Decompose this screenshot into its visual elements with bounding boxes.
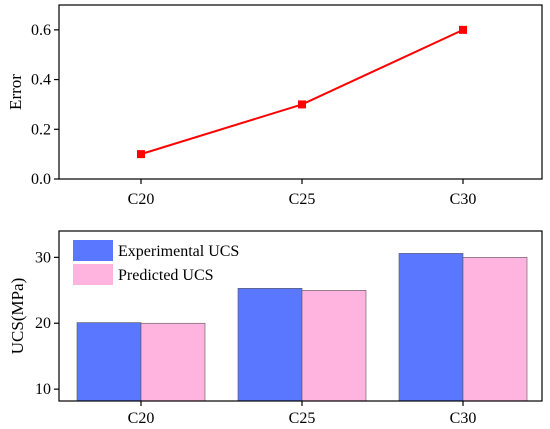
top-x-tick-label: C25 [289, 191, 316, 208]
top-plot-frame [58, 4, 543, 180]
bottom-y-tick-label: 30 [35, 249, 51, 266]
legend-label-experimental: Experimental UCS [118, 243, 239, 260]
top-y-tick-label: 0.0 [31, 171, 51, 188]
predicted-ucs-bar [140, 322, 206, 402]
top-y-axis-ticks: 0.0 0.2 0.4 0.6 [31, 22, 59, 188]
bottom-x-axis-ticks: C20 C25 C30 [128, 401, 477, 427]
bottom-x-tick-label: C25 [289, 410, 316, 427]
bottom-y-axis-ticks: 10 20 30 [35, 249, 59, 398]
top-y-tick-label: 0.2 [31, 121, 51, 138]
legend-label-predicted: Predicted UCS [118, 267, 214, 284]
error-point [137, 150, 145, 159]
experimental-ucs-bar [76, 322, 142, 402]
bottom-y-axis-title: UCS(MPa) [8, 278, 27, 355]
predicted-ucs-bar [462, 257, 528, 402]
ucs-bar-chart: 10 20 30 C20 C25 C30 UCS(MPa) Experimental U… [8, 230, 543, 427]
top-x-tick-label: C30 [450, 191, 477, 208]
top-y-tick-label: 0.6 [31, 22, 51, 39]
experimental-ucs-bar [237, 288, 303, 402]
ucs-bars [76, 253, 528, 402]
bottom-x-tick-label: C30 [450, 410, 477, 427]
top-x-tick-label: C20 [128, 191, 155, 208]
error-point [298, 100, 306, 109]
bottom-x-tick-label: C20 [128, 410, 155, 427]
error-series [137, 25, 467, 159]
experimental-ucs-bar [398, 253, 464, 402]
bottom-y-tick-label: 20 [35, 315, 51, 332]
top-y-tick-label: 0.4 [31, 72, 51, 89]
error-line [140, 28, 464, 156]
legend: Experimental UCS Predicted UCS [73, 240, 239, 285]
legend-swatch-predicted [73, 264, 113, 285]
top-x-axis-ticks: C20 C25 C30 [128, 179, 477, 208]
bottom-plot-frame [58, 230, 543, 402]
top-y-axis-title: Error [6, 74, 25, 110]
error-line-chart: 0.0 0.2 0.4 0.6 C20 C25 C30 Error [6, 4, 543, 208]
predicted-ucs-bar [301, 290, 367, 402]
legend-swatch-experimental [73, 240, 113, 261]
error-point [459, 25, 467, 34]
bottom-y-tick-label: 10 [35, 381, 51, 398]
